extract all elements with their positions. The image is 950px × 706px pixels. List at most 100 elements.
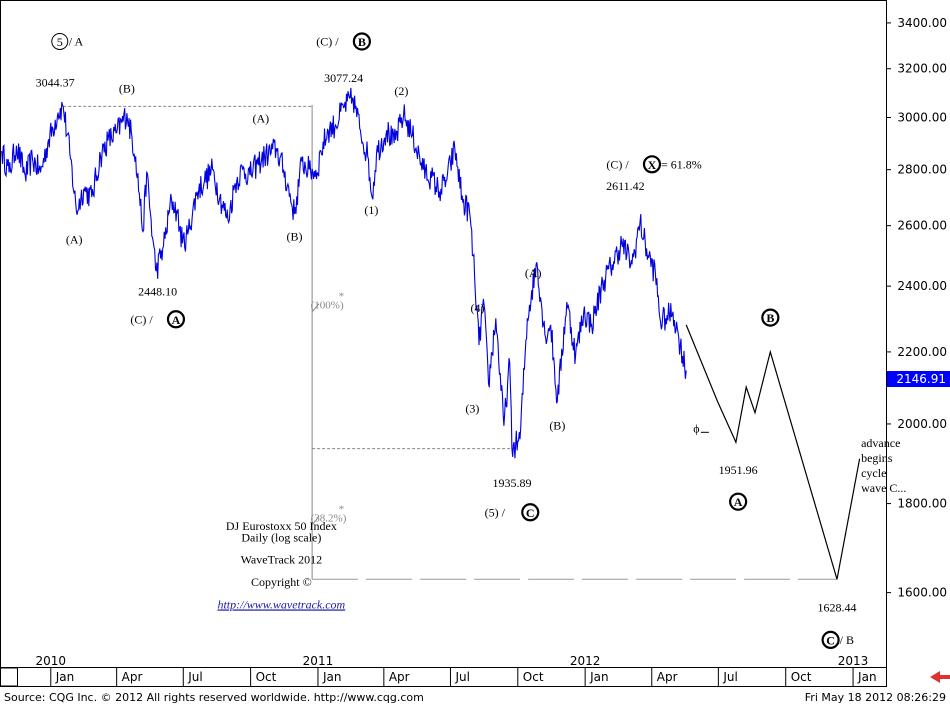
- axis-ticks: 3400.00 3200.00 3000.00 2800.00 2600.00 2400.…: [36, 16, 947, 686]
- wave-circle-letter: C: [526, 506, 535, 520]
- annotation-low-2010: 2448.10: [138, 285, 177, 299]
- y-tick-label: 3200.00: [897, 62, 947, 76]
- x-year-label: 2010: [36, 654, 67, 668]
- annotation-wave-c-A: (C) / A: [130, 310, 186, 329]
- y-tick-label: 2800.00: [897, 163, 947, 177]
- y-tick-label: 2400.00: [897, 279, 947, 293]
- x-tick-label: Apr: [122, 670, 143, 684]
- annotation-wave5-C: (5) / C: [485, 503, 540, 522]
- x-tick-label: Jan: [55, 670, 74, 684]
- annotation-proj-low-A: 1951.96: [719, 463, 758, 477]
- wave-circle-A: [729, 492, 748, 511]
- wave-part-text: (C) /: [130, 312, 153, 326]
- wave-annotations: 5 / A 3044.37 (A) (B) 2448.10 (C) / A (A) (B) (C…: [36, 32, 906, 650]
- annotation-lbl-382: (38.2%): [311, 512, 347, 524]
- annotation-lbl-3: (3): [465, 402, 479, 416]
- footer-timestamp: Fri May 18 2012 08:26:29: [805, 691, 946, 704]
- annotation-proj-C: C / B: [821, 630, 854, 650]
- annotation-line: advance: [861, 436, 900, 450]
- wave-circle-letter: B: [766, 311, 774, 325]
- footer-source: Source: CQG Inc. © 2012 All rights reser…: [4, 691, 424, 704]
- x-year-label: 2012: [570, 654, 601, 668]
- price-series-line: [1, 87, 687, 459]
- annotation-wave-c-B: (C) / B: [316, 32, 371, 51]
- info-line: Daily (log scale): [241, 530, 321, 544]
- annotation-wave-c-X: (C) / X = 61.8%: [606, 155, 702, 174]
- annotation-lbl-1: (1): [364, 203, 378, 217]
- wave-circle-letter: A: [734, 495, 743, 509]
- x-year-label: 2011: [303, 654, 334, 668]
- annotation-lbl-B2: (B): [287, 229, 303, 243]
- x-tick-label: Oct: [791, 670, 812, 684]
- last-price-label: 2146.91: [896, 372, 946, 386]
- annotation-lbl-100: (100%): [311, 300, 344, 312]
- annotation-asterisk: *: [339, 503, 345, 515]
- x-tick-label: Jul: [454, 670, 469, 684]
- x-tick-label: Jan: [322, 670, 342, 684]
- annotation-proj-low: 1628.44: [817, 601, 856, 615]
- projection-path-line: [685, 324, 861, 580]
- info-line: Copyright ©: [251, 575, 312, 589]
- x-year-label: 2013: [838, 654, 869, 668]
- axis-corner-box: [0, 667, 18, 687]
- wave-circle-letter: B: [358, 35, 366, 49]
- annotation-asterisk: *: [339, 291, 345, 303]
- x-tick-label: Jul: [187, 670, 202, 684]
- y-tick-label: 3000.00: [897, 111, 947, 125]
- wave-circle-B: [761, 308, 780, 327]
- wave-circle-A: [166, 310, 186, 329]
- annotation-wave5-a: 5 / A: [51, 32, 84, 50]
- wave-circle-letter: A: [172, 313, 181, 327]
- annotation-line: cycle: [861, 466, 886, 480]
- wave-circle-letter: 5: [57, 35, 63, 49]
- annotation-phi: ϕ: [693, 421, 699, 435]
- series-lines: [1, 87, 861, 580]
- annotation-line: begins: [861, 451, 893, 465]
- wave-circle-letter: X: [648, 158, 657, 172]
- annotation-lbl-A3: (A): [525, 266, 542, 280]
- annotation-high-2010: 3044.37: [36, 76, 75, 90]
- x-tick-label: Oct: [256, 670, 277, 684]
- info-line: WaveTrack 2012: [241, 553, 323, 567]
- wave-part-text: (5) /: [485, 505, 506, 519]
- wave-part-text: / B: [840, 633, 854, 647]
- x-tick-label: Jan: [589, 670, 609, 684]
- wave-circle-B: [352, 32, 371, 51]
- reference-lines: [63, 105, 837, 580]
- annotation-lbl-A1: (A): [66, 232, 83, 246]
- y-tick-label: 2200.00: [897, 345, 947, 359]
- wavetrack-link[interactable]: http://www.wavetrack.com: [217, 597, 345, 611]
- wave-part-text: (C) /: [606, 157, 629, 171]
- wave-part-text: (C) /: [316, 34, 339, 48]
- annotation-high-2012: 2611.42: [606, 179, 645, 193]
- plot-area: [0, 0, 887, 668]
- wave-circle-X: [642, 155, 662, 174]
- scroll-right-arrow-icon[interactable]: [930, 671, 950, 683]
- wave-circle-5: [51, 32, 69, 50]
- fib-tick-382: [311, 515, 320, 526]
- wave-part-text: = 61.8%: [661, 157, 702, 171]
- x-tick-label: Apr: [389, 670, 410, 684]
- annotation-lbl-4: (4): [471, 301, 485, 315]
- y-tick-label: 3400.00: [897, 16, 947, 30]
- y-tick-label: 2600.00: [897, 219, 947, 233]
- annotation-line: wave C...: [861, 481, 906, 495]
- wave-circle-letter: C: [826, 633, 835, 647]
- info-line: DJ Eurostoxx 50 Index: [226, 519, 337, 533]
- annotation-proj-A: A: [729, 492, 748, 511]
- y-tick-label: 1800.00: [897, 497, 947, 511]
- x-tick-label: Oct: [523, 670, 544, 684]
- wave-circle-C: [821, 630, 840, 650]
- annotation-low-2011: 1935.89: [492, 476, 531, 490]
- wave-part-text: / A: [69, 34, 84, 48]
- annotation-lbl-A2: (A): [253, 112, 270, 126]
- annotation-high-2011: 3077.24: [324, 71, 363, 85]
- last-price-box: [887, 371, 950, 387]
- wave-circle-C: [521, 503, 540, 522]
- annotation-lbl-B1: (B): [119, 82, 135, 96]
- x-tick-label: Jul: [722, 670, 737, 684]
- annotation-proj-B: B: [761, 308, 780, 327]
- y-tick-label: 2000.00: [897, 417, 947, 431]
